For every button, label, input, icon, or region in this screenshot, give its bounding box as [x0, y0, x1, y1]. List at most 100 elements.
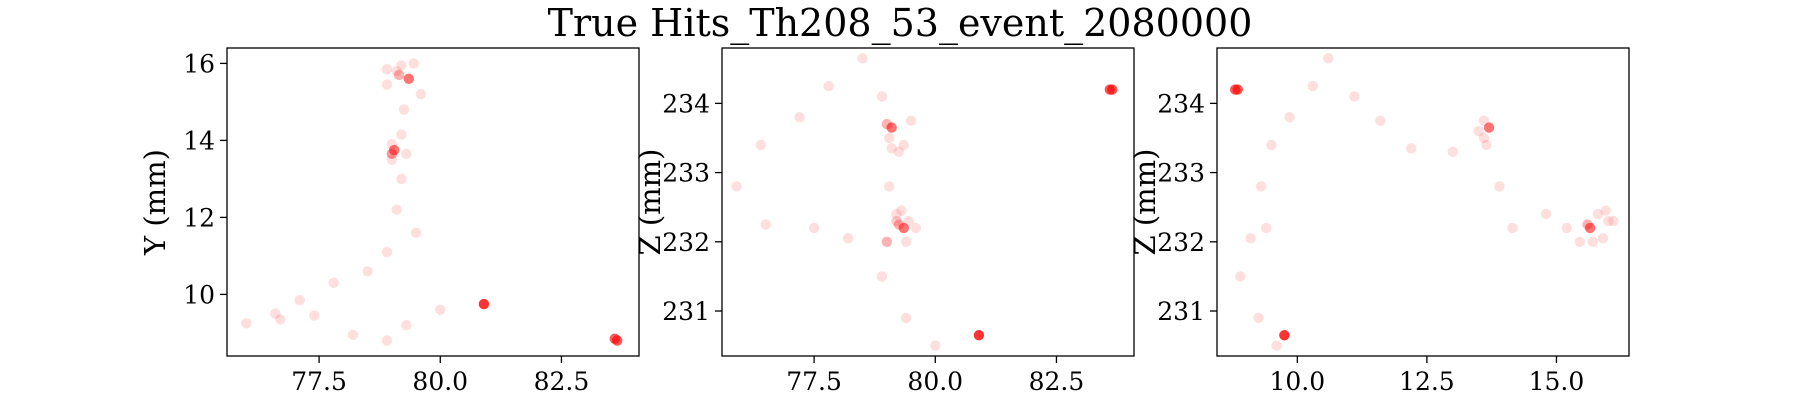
x-tick-label: 80.0: [412, 367, 468, 396]
y-axis-label: Z (mm): [1128, 149, 1162, 256]
scatter-point: [900, 236, 912, 247]
scatter-point: [294, 294, 305, 306]
scatter-point: [1561, 222, 1573, 234]
axes-frame: [226, 47, 640, 357]
subplot-xy: 77.5 80.0 82.5 10 12 14 16 Y (mm): [138, 47, 640, 396]
scatter-point: [389, 144, 400, 156]
scatter-point: [393, 69, 405, 81]
y-axis-label: Y (mm): [138, 149, 172, 256]
scatter-point: [1235, 271, 1246, 282]
scatter-point: [1375, 115, 1386, 126]
scatter-point: [415, 89, 427, 100]
x-tick-label: 77.5: [291, 367, 347, 396]
scatter-point: [905, 115, 917, 126]
scatter-point: [381, 79, 393, 90]
scatter-point: [398, 104, 410, 115]
scatter-point: [886, 122, 897, 133]
y-tick-label: 232: [1157, 228, 1205, 257]
scatter-point: [973, 330, 985, 341]
scatter-point: [1600, 205, 1611, 216]
scatter-point: [1592, 208, 1604, 220]
scatter-point: [1507, 222, 1518, 234]
figure-title: True Hits_Th208_53_event_2080000: [548, 1, 1253, 46]
x-tick-label: 80.0: [907, 367, 963, 396]
scatter-point: [1253, 312, 1264, 324]
x-tick-label: 82.5: [534, 367, 590, 396]
scatter-point: [381, 246, 393, 258]
scatter-point: [1232, 84, 1243, 95]
scatter-point: [1447, 146, 1459, 158]
scatter-point: [391, 65, 402, 77]
y-tick-label: 231: [1157, 297, 1205, 326]
scatter-point: [381, 335, 393, 346]
scatter-point: [1608, 215, 1619, 227]
scatter-point: [611, 335, 623, 346]
y-tick-label: 231: [662, 297, 710, 326]
x-tick-label: 15.0: [1529, 367, 1585, 396]
scatter-point: [1483, 122, 1495, 133]
y-tick-label: 12: [183, 203, 215, 232]
scatter-point: [842, 233, 854, 244]
scatter-point: [808, 222, 820, 234]
scatter-point: [1494, 181, 1505, 192]
scatter-point: [1481, 139, 1492, 151]
scatter-point: [386, 154, 397, 165]
scatter-point: [731, 181, 742, 192]
scatter-points: [241, 58, 623, 346]
scatter-point: [386, 139, 397, 150]
y-tick-label: 234: [1157, 89, 1205, 118]
axes-frame: [721, 47, 1135, 357]
scatter-point: [881, 236, 892, 247]
scatter-point: [309, 310, 320, 321]
scatter-point: [401, 148, 412, 160]
scatter-point: [396, 129, 407, 140]
scatter-point: [328, 277, 339, 289]
subplots: 77.5 80.0 82.5 10 12 14 16 Y (mm) 77.5 80.0 82.5 23…: [138, 47, 1630, 396]
scatter-point: [241, 318, 252, 329]
scatter-point: [391, 204, 402, 215]
scatter-point: [1255, 181, 1267, 192]
scatter-point: [898, 222, 909, 234]
scatter-point: [898, 139, 909, 151]
scatter-point: [794, 112, 805, 123]
scatter-point: [401, 320, 412, 331]
x-tick-label: 82.5: [1029, 367, 1085, 396]
scatter-point: [823, 80, 834, 92]
axes-frame: [1216, 47, 1630, 357]
y-tick-label: 16: [183, 49, 215, 78]
scatter-point: [900, 312, 912, 324]
scatter-point: [896, 205, 907, 216]
y-tick-label: 233: [662, 159, 710, 188]
scatter-point: [270, 308, 281, 319]
scatter-point: [1349, 91, 1360, 102]
scatter-point: [408, 58, 419, 69]
scatter-point: [1587, 236, 1598, 247]
scatter-points: [731, 53, 1118, 351]
scatter-point: [930, 340, 941, 351]
scatter-point: [1279, 330, 1290, 341]
scatter-point: [275, 314, 286, 325]
scatter-point: [760, 219, 771, 230]
scatter-point: [1597, 233, 1609, 244]
x-tick-label: 12.5: [1399, 367, 1455, 396]
scatter-point: [478, 298, 490, 310]
scatter-point: [410, 227, 422, 238]
scatter-point: [1307, 80, 1319, 92]
scatter-point: [1473, 125, 1484, 137]
scatter-point: [1603, 215, 1614, 227]
scatter-point: [884, 132, 895, 144]
scatter-point: [1106, 84, 1118, 95]
x-tick-label: 10.0: [1269, 367, 1325, 396]
scatter-point: [381, 63, 393, 75]
scatter-point: [347, 329, 359, 341]
scatter-point: [396, 173, 407, 185]
scatter-point: [1584, 222, 1596, 234]
scatter-point: [435, 304, 446, 315]
scatter-point: [1574, 236, 1585, 247]
scatter-point: [1271, 340, 1282, 351]
scatter-point: [910, 222, 922, 234]
scatter-point: [1406, 143, 1417, 154]
y-axis-label: Z (mm): [633, 149, 667, 256]
scatter-point: [1323, 53, 1334, 64]
